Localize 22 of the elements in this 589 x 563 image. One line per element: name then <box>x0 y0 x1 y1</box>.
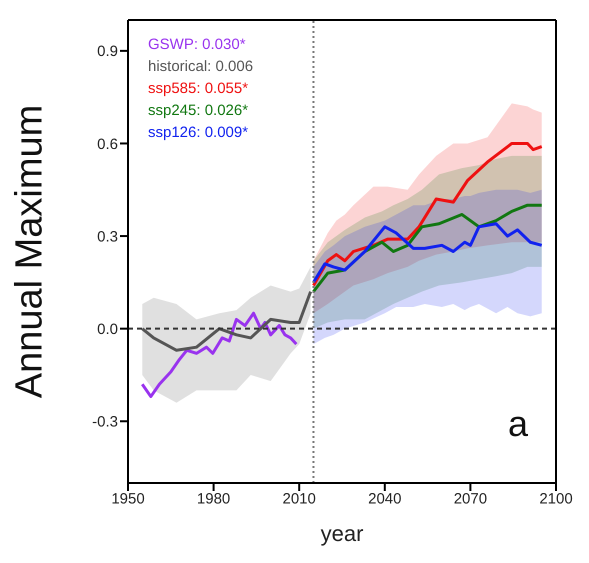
y-axis-title: Annual Maximum <box>8 104 50 398</box>
y-tick-label: 0.0 <box>97 320 118 338</box>
y-tick-label: -0.3 <box>92 414 118 431</box>
text: ssp126: 0.009* <box>148 123 250 143</box>
x-tick-label: 2070 <box>454 490 488 508</box>
x-tick-label: 1980 <box>196 490 230 508</box>
line-series <box>312 222 544 284</box>
annotation: a <box>508 403 528 445</box>
y-tick-label: 0.9 <box>97 43 118 60</box>
line-series <box>140 312 298 398</box>
x-tick-label: 2100 <box>539 490 573 508</box>
text: GSWP: 0.030* <box>148 35 247 55</box>
y-tick-label: 0.3 <box>97 228 118 246</box>
x-tick-label: 1950 <box>111 490 145 508</box>
text: ssp585: 0.055* <box>148 79 250 99</box>
x-axis-title: year <box>320 521 364 546</box>
x-tick-label: 2040 <box>368 490 402 508</box>
text: ssp245: 0.026* <box>148 101 250 121</box>
y-tick-label: 0.6 <box>97 136 118 153</box>
line-series <box>140 290 312 352</box>
x-tick-label: 2010 <box>282 490 316 508</box>
text: historical: 0.006 <box>148 57 254 77</box>
